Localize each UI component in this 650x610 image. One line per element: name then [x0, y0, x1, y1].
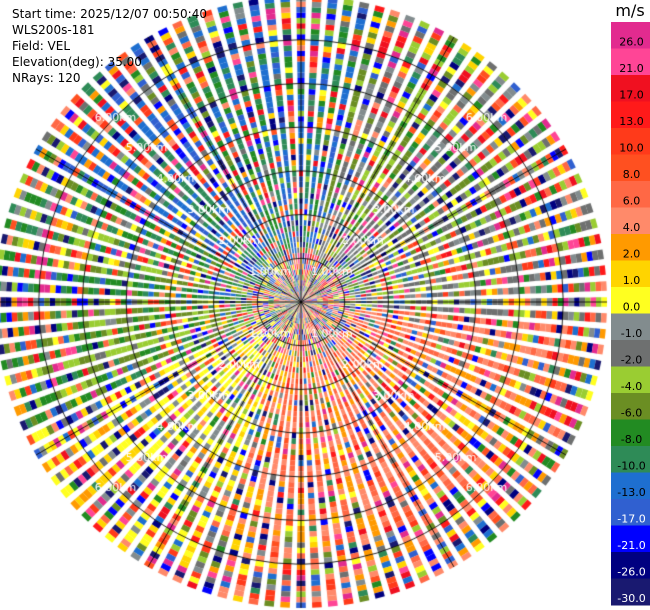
colorbar-tick-label: 2.0 [623, 248, 641, 261]
colorbar-tick-label: -13.0 [617, 486, 645, 499]
colorbar-swatch [611, 22, 650, 49]
elevation-text: Elevation(deg): 35.00 [12, 55, 142, 69]
colorbar-swatch [611, 366, 650, 394]
colorbar-swatch [611, 313, 650, 341]
colorbar-tick-label: 8.0 [623, 168, 641, 181]
colorbar-tick-label: 1.0 [623, 274, 641, 287]
instrument-name: WLS200s-181 [12, 23, 95, 37]
colorbar-swatch [611, 260, 650, 288]
colorbar-swatch [611, 154, 650, 182]
colorbar-tick-label: 10.0 [619, 142, 644, 155]
colorbar-tick-label: -6.0 [621, 407, 642, 420]
colorbar-tick-label: -10.0 [617, 460, 645, 473]
colorbar-swatch [611, 446, 650, 473]
start-time-text: Start time: 2025/12/07 00:50:40 [12, 7, 207, 21]
colorbar-tick-label: -2.0 [621, 354, 642, 367]
colorbar-swatch [611, 340, 650, 367]
colorbar-tick-label: 26.0 [619, 36, 644, 49]
colorbar-tick-label: 13.0 [619, 115, 644, 128]
colorbar-swatch [611, 578, 650, 606]
colorbar-unit-label: m/s [615, 1, 644, 20]
colorbar-swatch [611, 128, 650, 155]
colorbar-tick-label: -30.0 [617, 592, 645, 605]
colorbar-swatch [611, 287, 650, 314]
colorbar-swatch [611, 234, 650, 261]
colorbar-swatch [611, 75, 650, 102]
colorbar-swatch [611, 207, 650, 235]
colorbar-tick-label: -8.0 [621, 433, 642, 446]
colorbar-tick-label: -4.0 [621, 380, 642, 393]
nrays-text: NRays: 120 [12, 71, 81, 85]
colorbar-swatch [611, 181, 650, 208]
colorbar-tick-label: -21.0 [617, 539, 645, 552]
colorbar-tick-label: 6.0 [623, 195, 641, 208]
colorbar-swatch [611, 472, 650, 500]
colorbar-tick-label: 17.0 [619, 89, 644, 102]
colorbar-swatch [611, 419, 650, 447]
colorbar-tick-label: -26.0 [617, 566, 645, 579]
colorbar-swatch [611, 393, 650, 420]
colorbar-swatch [611, 525, 650, 553]
colorbar-tick-label: 4.0 [623, 221, 641, 234]
colorbar-swatch [611, 499, 650, 526]
colorbar-tick-label: -1.0 [621, 327, 642, 340]
colorbar-tick-label: 0.0 [623, 301, 641, 314]
field-text: Field: VEL [12, 39, 71, 53]
colorbar-tick-label: -17.0 [617, 513, 645, 526]
colorbar-swatch [611, 552, 650, 579]
colorbar-swatch [611, 101, 650, 129]
colorbar-swatch [611, 48, 650, 76]
colorbar-tick-label: 21.0 [619, 62, 644, 75]
